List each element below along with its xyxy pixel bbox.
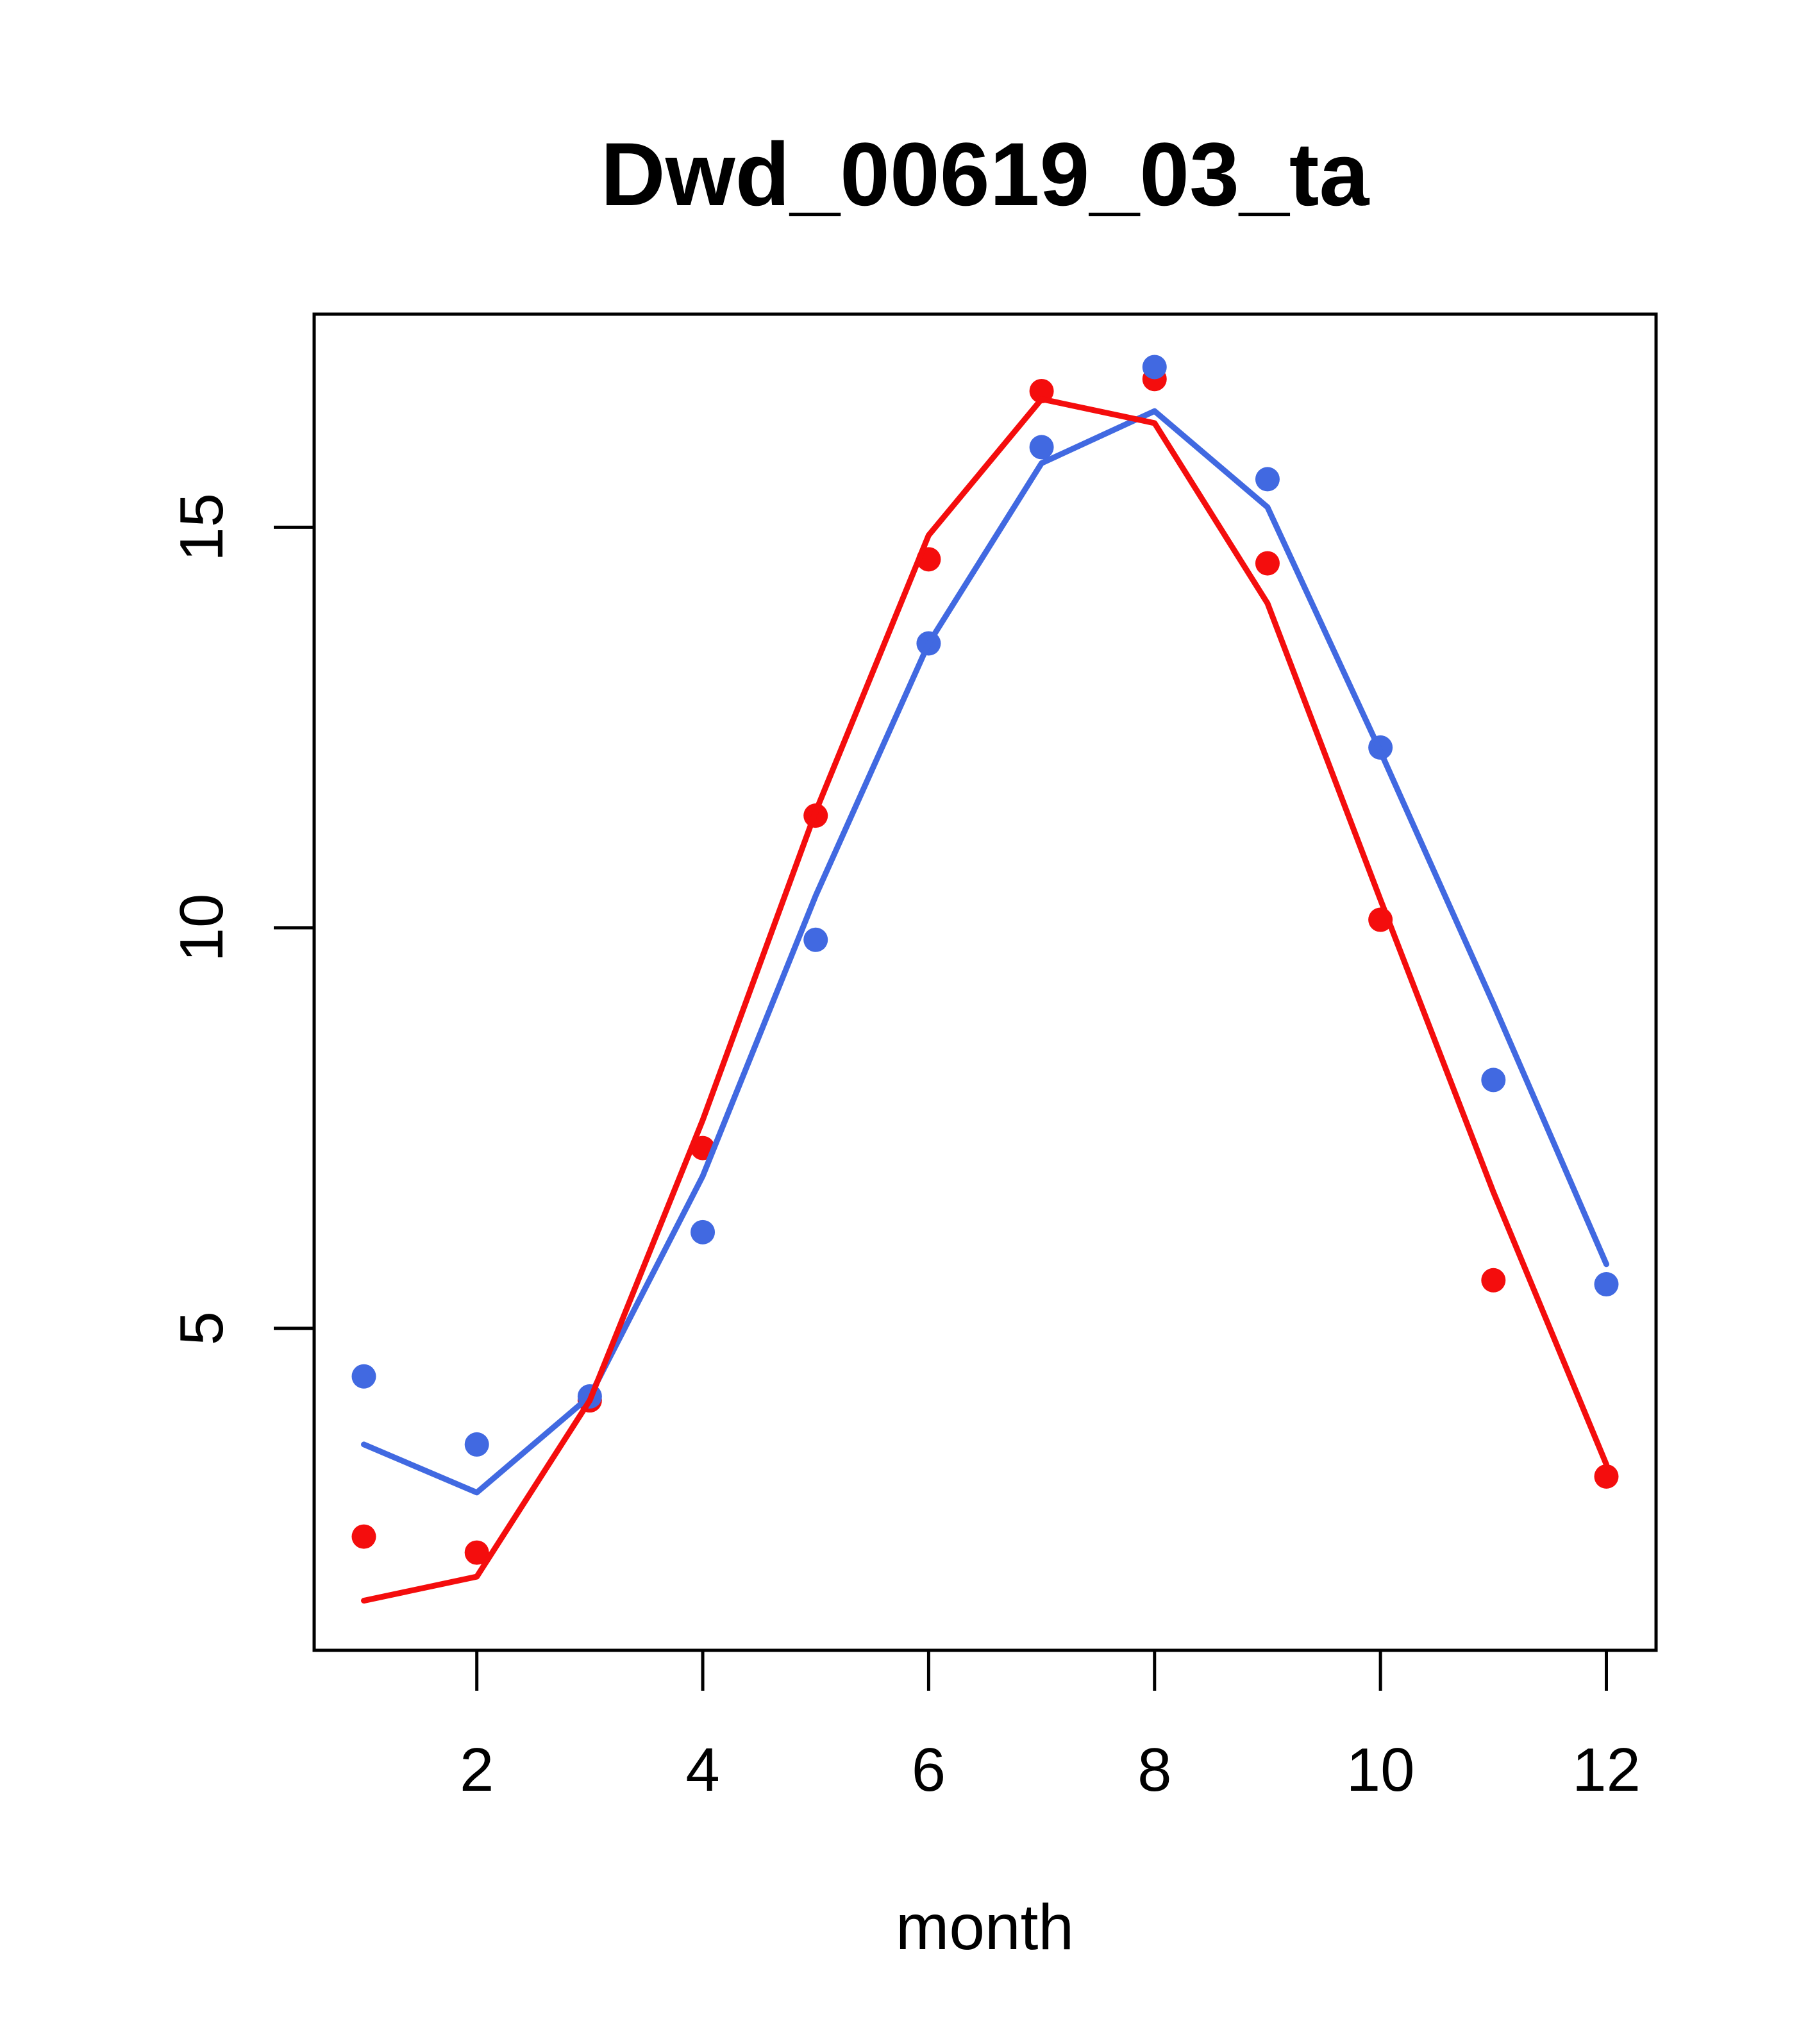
y-axis-tick-labels: 5 10 15 — [167, 493, 236, 1345]
x-axis-label: month — [896, 1891, 1074, 1963]
x-tick-label-10: 10 — [1346, 1736, 1415, 1804]
x-axis-tick-labels: 2 4 6 8 10 12 — [460, 1736, 1641, 1804]
blue-points-m1 — [351, 1364, 376, 1389]
plot-border — [312, 312, 1658, 1652]
blue-points-m4 — [691, 1219, 716, 1244]
blue-series-points — [351, 355, 1619, 1457]
x-tick-label-4: 4 — [685, 1736, 719, 1804]
red-points-m11 — [1481, 1268, 1506, 1293]
blue-points-m11 — [1481, 1068, 1506, 1093]
blue-points-m9 — [1255, 467, 1280, 492]
red-points-m9 — [1255, 551, 1280, 576]
red-series-points — [351, 367, 1619, 1565]
blue-points-m7 — [1029, 435, 1054, 460]
y-tick-label-5: 5 — [167, 1311, 236, 1345]
blue-points-m5 — [803, 927, 828, 952]
blue-points-m8 — [1142, 355, 1167, 380]
y-axis-ticks — [274, 525, 314, 1330]
chart-title: Dwd_00619_03_ta — [601, 124, 1370, 224]
red-series-line — [361, 396, 1609, 1604]
red-line-path — [361, 396, 1609, 1604]
red-points-m1 — [351, 1524, 376, 1549]
blue-line-path — [361, 408, 1609, 1496]
red-points-m7 — [1029, 378, 1054, 403]
x-tick-label-12: 12 — [1572, 1736, 1641, 1804]
x-tick-label-8: 8 — [1137, 1736, 1171, 1804]
x-tick-label-2: 2 — [460, 1736, 494, 1804]
red-points-m12 — [1594, 1464, 1619, 1489]
blue-series-line — [361, 408, 1609, 1496]
blue-points-m12 — [1594, 1272, 1619, 1297]
y-tick-label-10: 10 — [167, 894, 236, 962]
y-tick-label-15: 15 — [167, 493, 236, 562]
x-tick-label-6: 6 — [912, 1736, 946, 1804]
x-axis-ticks — [475, 1650, 1608, 1691]
blue-points-m2 — [464, 1432, 489, 1457]
red-points-m2 — [464, 1540, 489, 1565]
